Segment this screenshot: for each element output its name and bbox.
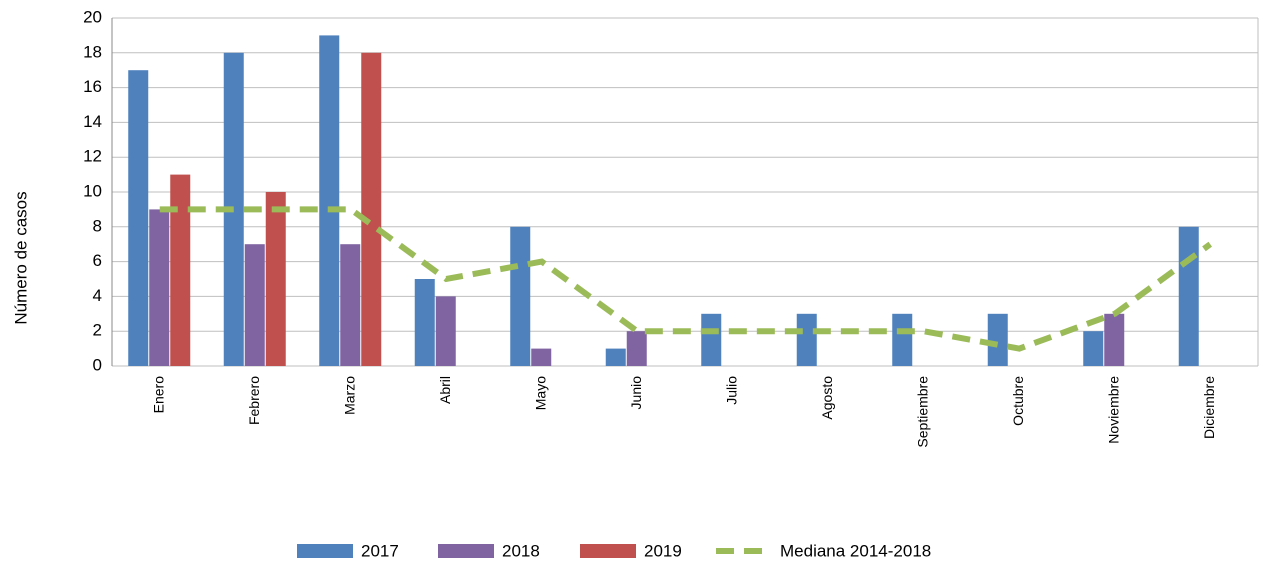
median-line [159, 206, 1213, 352]
bar [510, 226, 531, 366]
bar [244, 244, 265, 366]
bar [414, 279, 435, 366]
x-tick-label: Octubre [1010, 376, 1026, 426]
bar [265, 192, 286, 366]
bar [361, 52, 382, 367]
legend-swatch [297, 544, 353, 558]
x-tick-label: Julio [723, 376, 739, 405]
x-tick-label: Marzo [341, 376, 357, 415]
legend-swatch [438, 544, 494, 558]
y-tick-label: 6 [93, 251, 102, 270]
y-tick-label: 8 [93, 216, 102, 235]
x-tick-label: Agosto [819, 376, 835, 420]
x-tick-label: Abril [437, 376, 453, 404]
bar [435, 296, 456, 366]
bar [892, 313, 913, 366]
bar [340, 244, 361, 366]
y-tick-label: 16 [83, 77, 102, 96]
y-axis-label: Número de casos [11, 191, 30, 324]
y-tick-label: 18 [83, 42, 102, 61]
x-tick-label: Junio [628, 376, 644, 410]
bar [170, 174, 191, 366]
bar [605, 348, 626, 366]
x-tick-label: Febrero [246, 376, 262, 425]
bar [987, 313, 1008, 366]
x-tick-label: Diciembre [1201, 376, 1217, 439]
y-tick-label: 4 [93, 286, 102, 305]
x-tick-label: Noviembre [1105, 376, 1121, 444]
bar [796, 313, 817, 366]
y-tick-label: 14 [83, 112, 102, 131]
y-tick-label: 10 [83, 181, 102, 200]
y-tick-label: 20 [83, 7, 102, 26]
legend-label: 2019 [644, 541, 682, 560]
bar [128, 70, 149, 366]
x-tick-label: Mayo [532, 376, 548, 410]
bar [319, 35, 340, 367]
bar [149, 209, 170, 366]
bar [1083, 331, 1104, 366]
legend-label: 2018 [502, 541, 540, 560]
y-tick-label: 0 [93, 355, 102, 374]
x-tick-label: Enero [150, 376, 166, 414]
bar [701, 313, 722, 366]
x-tick-label: Septiembre [914, 376, 930, 448]
bar [626, 331, 647, 366]
y-tick-label: 12 [83, 147, 102, 166]
legend-swatch [580, 544, 636, 558]
legend-label: Mediana 2014-2018 [780, 541, 931, 560]
bar [531, 348, 552, 366]
bar [1104, 313, 1125, 366]
y-tick-label: 2 [93, 321, 102, 340]
bar [1178, 226, 1199, 366]
legend-label: 2017 [361, 541, 399, 560]
